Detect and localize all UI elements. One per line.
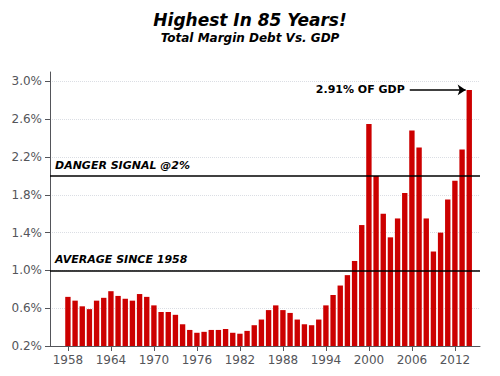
svg-text:2006: 2006 [397, 353, 428, 367]
svg-text:1988: 1988 [268, 353, 299, 367]
svg-text:0.6%: 0.6% [12, 301, 43, 315]
svg-text:2012: 2012 [440, 353, 471, 367]
svg-text:2.2%: 2.2% [12, 150, 43, 164]
svg-text:1.4%: 1.4% [12, 226, 43, 240]
svg-text:2.6%: 2.6% [12, 112, 43, 126]
svg-text:Total Margin Debt Vs. GDP: Total Margin Debt Vs. GDP [161, 31, 340, 45]
svg-text:0.2%: 0.2% [12, 339, 43, 353]
svg-text:AVERAGE SINCE 1958: AVERAGE SINCE 1958 [54, 253, 188, 266]
svg-text:1970: 1970 [139, 353, 170, 367]
svg-text:DANGER SIGNAL @2%: DANGER SIGNAL @2% [55, 159, 190, 172]
svg-text:3.0%: 3.0% [12, 74, 43, 88]
svg-text:1964: 1964 [96, 353, 127, 367]
svg-text:1982: 1982 [225, 353, 256, 367]
svg-text:1976: 1976 [182, 353, 213, 367]
svg-text:2.91% OF GDP: 2.91% OF GDP [316, 83, 405, 96]
svg-text:1.8%: 1.8% [12, 188, 43, 202]
svg-text:1994: 1994 [311, 353, 342, 367]
svg-text:Highest In 85 Years!: Highest In 85 Years! [153, 10, 346, 30]
svg-text:1.0%: 1.0% [12, 263, 43, 277]
svg-text:1958: 1958 [53, 353, 84, 367]
svg-text:2000: 2000 [354, 353, 385, 367]
